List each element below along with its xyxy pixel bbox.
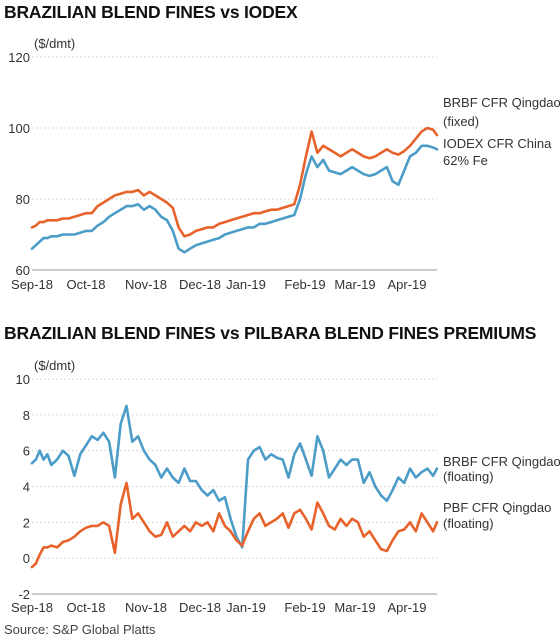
chart-1: 60 80 100 120 ($/dmt) Sep-18 Oct-18 Nov-18 Dec-1… bbox=[8, 36, 560, 292]
x-tick-label: Jan-19 bbox=[226, 277, 266, 292]
legend-label: BRBF CFR Qingdao bbox=[443, 95, 560, 110]
x-tick-label: Dec-18 bbox=[179, 277, 221, 292]
y-tick-label: 10 bbox=[16, 372, 30, 387]
y-tick-label: -2 bbox=[18, 587, 30, 602]
y-tick-label: 8 bbox=[23, 408, 30, 423]
x-tick-label: Sep-18 bbox=[11, 277, 53, 292]
x-tick-label: Apr-19 bbox=[387, 600, 426, 615]
legend-label: (floating) bbox=[443, 469, 494, 484]
legend-label: PBF CFR Qingdao bbox=[443, 500, 551, 515]
x-tick-label: Mar-19 bbox=[334, 600, 375, 615]
x-tick-label: Nov-18 bbox=[125, 600, 167, 615]
series-line-brbf bbox=[30, 404, 439, 549]
series-line-brbf bbox=[30, 126, 439, 238]
y-unit-label: ($/dmt) bbox=[34, 358, 75, 373]
y-tick-label: 60 bbox=[16, 263, 30, 278]
legend-label: 62% Fe bbox=[443, 153, 488, 168]
y-tick-label: 4 bbox=[23, 480, 30, 495]
series-line-iodex bbox=[30, 144, 439, 254]
x-tick-label: Sep-18 bbox=[11, 600, 53, 615]
y-tick-label: 100 bbox=[8, 121, 30, 136]
x-tick-label: Mar-19 bbox=[334, 277, 375, 292]
legend-label: IODEX CFR China bbox=[443, 136, 552, 151]
x-tick-label: Dec-18 bbox=[179, 600, 221, 615]
series-line-pbf bbox=[30, 481, 439, 569]
y-tick-label: 0 bbox=[23, 551, 30, 566]
x-tick-label: Jan-19 bbox=[226, 600, 266, 615]
legend-label: BRBF CFR Qingdao bbox=[443, 454, 560, 469]
y-tick-label: 120 bbox=[8, 50, 30, 65]
x-tick-label: Apr-19 bbox=[387, 277, 426, 292]
legend-label: (floating) bbox=[443, 516, 494, 531]
x-tick-label: Feb-19 bbox=[284, 277, 325, 292]
y-unit-label: ($/dmt) bbox=[34, 36, 75, 51]
x-tick-label: Nov-18 bbox=[125, 277, 167, 292]
x-tick-label: Oct-18 bbox=[66, 277, 105, 292]
x-tick-label: Oct-18 bbox=[66, 600, 105, 615]
x-tick-label: Feb-19 bbox=[284, 600, 325, 615]
y-tick-label: 2 bbox=[23, 515, 30, 530]
source-note: Source: S&P Global Platts bbox=[4, 622, 156, 637]
chart-2-title: BRAZILIAN BLEND FINES vs PILBARA BLEND F… bbox=[4, 323, 537, 343]
legend-label: (fixed) bbox=[443, 114, 479, 129]
chart-1-title: BRAZILIAN BLEND FINES vs IODEX bbox=[4, 2, 298, 22]
y-tick-label: 80 bbox=[16, 192, 30, 207]
y-tick-label: 6 bbox=[23, 444, 30, 459]
